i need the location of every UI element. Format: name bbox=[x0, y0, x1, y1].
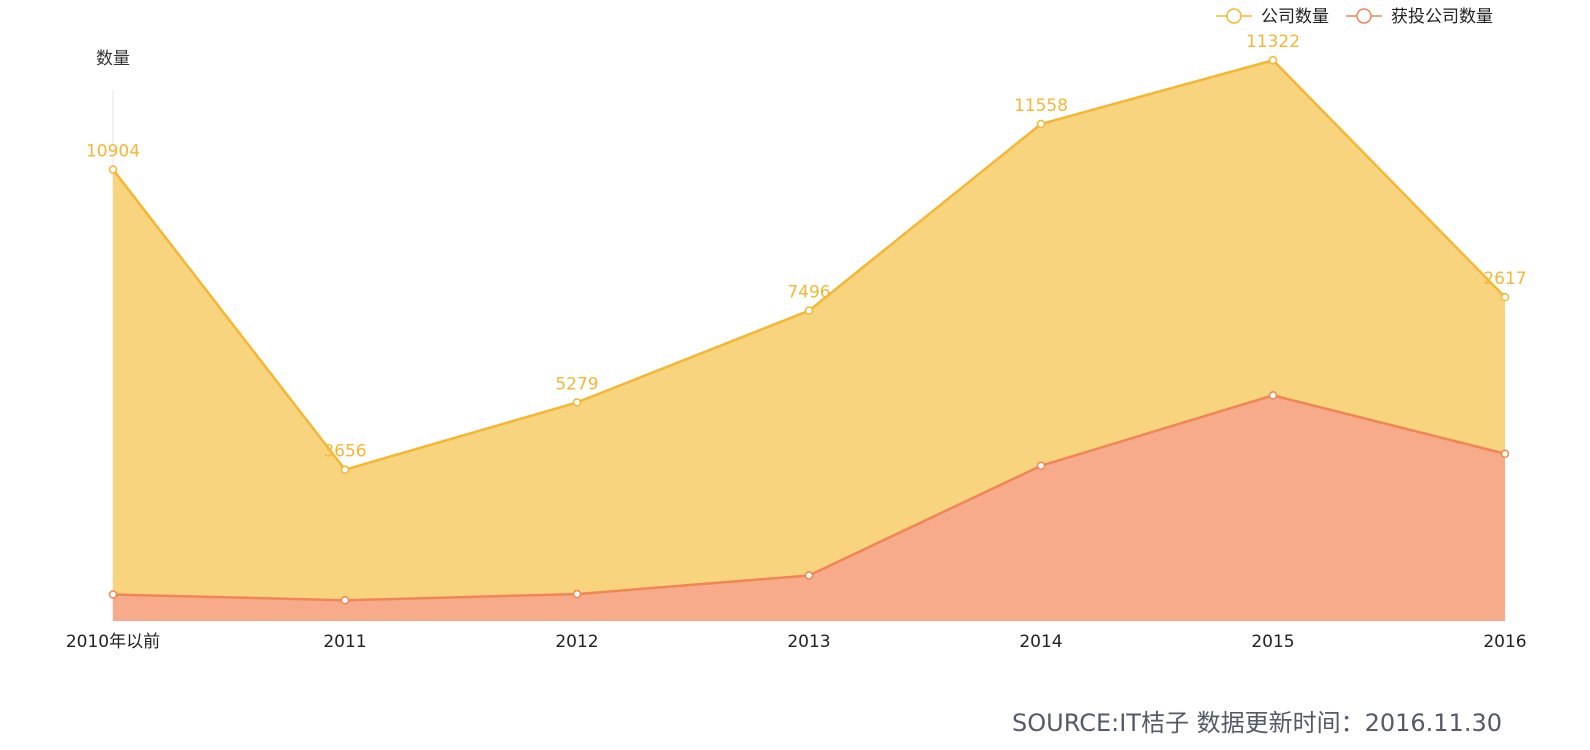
company-count-point-1 bbox=[340, 465, 350, 474]
x-tick-label-5: 2015 bbox=[1251, 632, 1294, 652]
legend-company-count-marker bbox=[1226, 8, 1242, 24]
company-count-data-label-2: 5279 bbox=[555, 374, 598, 394]
source-note: SOURCE:IT桔子 数据更新时间：2016.11.30 bbox=[1012, 709, 1502, 737]
x-tick-label-0: 2010年以前 bbox=[66, 632, 160, 652]
x-tick-label-6: 2016 bbox=[1483, 632, 1526, 652]
funded-company-count-point-0 bbox=[108, 590, 118, 599]
series-funded-company-count-area bbox=[113, 395, 1505, 621]
legend-company-count: 公司数量 bbox=[1216, 7, 1329, 27]
company-count-point-4 bbox=[1036, 119, 1046, 129]
company-count-data-label-4: 11558 bbox=[1014, 96, 1068, 116]
company-count-data-label-3: 7496 bbox=[787, 283, 830, 303]
company-count-point-5 bbox=[1268, 55, 1278, 65]
company-count-point-0 bbox=[108, 165, 118, 174]
company-count-data-label-6: 2617 bbox=[1483, 269, 1526, 289]
company-count-point-2 bbox=[572, 398, 582, 407]
legend-funded-company-count-marker bbox=[1356, 8, 1372, 24]
x-tick-label-2: 2012 bbox=[555, 632, 598, 652]
funded-company-count-point-1 bbox=[340, 596, 350, 605]
x-tick-label-3: 2013 bbox=[787, 632, 830, 652]
legend-funded-company-count: 获投公司数量 bbox=[1346, 7, 1493, 27]
legend-company-count-label: 公司数量 bbox=[1261, 7, 1329, 27]
x-tick-label-4: 2014 bbox=[1019, 632, 1062, 652]
company-count-data-label-1: 3656 bbox=[323, 442, 366, 462]
funded-company-count-point-3 bbox=[804, 571, 814, 580]
x-tick-label-1: 2011 bbox=[323, 632, 366, 652]
y-axis-label: 数量 bbox=[96, 49, 130, 69]
funded-company-count-point-4 bbox=[1036, 461, 1046, 470]
funded-company-count-point-5 bbox=[1268, 391, 1278, 400]
funded-company-count-point-6 bbox=[1500, 449, 1510, 458]
company-count-point-3 bbox=[804, 306, 814, 315]
funded-company-count-point-2 bbox=[572, 589, 582, 599]
legend-funded-company-count-label: 获投公司数量 bbox=[1391, 7, 1493, 27]
company-count-point-6 bbox=[1500, 292, 1510, 302]
company-count-data-label-5: 11322 bbox=[1246, 32, 1300, 52]
company-count-data-label-0: 10904 bbox=[86, 142, 140, 162]
